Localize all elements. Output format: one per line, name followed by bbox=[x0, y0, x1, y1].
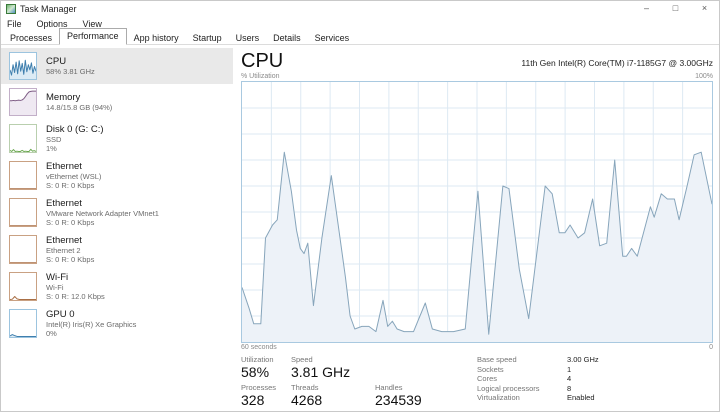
sidebar-item-sub: 0% bbox=[46, 329, 57, 338]
stat-label: Logical processors bbox=[477, 383, 540, 393]
stat-label: Base speed bbox=[477, 355, 517, 364]
handles-value: 234539 bbox=[375, 392, 422, 408]
threads-value: 4268 bbox=[291, 392, 323, 408]
titlebar: Task Manager – □ × bbox=[1, 1, 719, 17]
ethernet-sparkline bbox=[9, 235, 37, 264]
memory-sparkline bbox=[9, 88, 37, 116]
wifi-sparkline bbox=[9, 272, 37, 301]
sidebar-item-ethernet-vmware[interactable]: Ethernet VMware Network Adapter VMnet1 S… bbox=[1, 194, 233, 231]
x-axis-right-label: 0 bbox=[709, 344, 713, 351]
base-speed-value: 3.00 GHz bbox=[567, 355, 599, 364]
tab-startup[interactable]: Startup bbox=[192, 33, 222, 43]
stat-label: Virtualization bbox=[477, 393, 520, 402]
ethernet-sparkline bbox=[9, 198, 37, 227]
y-axis-label: % Utilization bbox=[241, 73, 280, 80]
tab-services[interactable]: Services bbox=[314, 33, 350, 43]
stat-label: Handles bbox=[375, 383, 403, 392]
sidebar-item-title: Disk 0 (G: C:) bbox=[46, 124, 104, 135]
cpu-stats-primary: Utilization Speed 58% 3.81 GHz Processes… bbox=[241, 355, 467, 411]
menu-options[interactable]: Options bbox=[36, 18, 68, 29]
sidebar-item-title: Ethernet bbox=[46, 235, 82, 246]
stat-label: Utilization bbox=[241, 355, 274, 364]
disk-sparkline bbox=[9, 124, 37, 153]
stat-label: Cores bbox=[477, 374, 498, 383]
tab-processes[interactable]: Processes bbox=[10, 33, 53, 43]
sockets-value: 1 bbox=[567, 364, 572, 374]
sidebar-item-sub: S: 0 R: 0 Kbps bbox=[46, 181, 95, 190]
sidebar-item-ethernet-2[interactable]: Ethernet Ethernet 2 S: 0 R: 0 Kbps bbox=[1, 231, 233, 268]
performance-content: CPU 58% 3.81 GHz Memory 14.8/15.8 GB (94… bbox=[1, 45, 719, 411]
window-title: Task Manager bbox=[20, 4, 77, 14]
sidebar-item-title: Ethernet bbox=[46, 198, 82, 209]
sidebar-item-sub: vEthernet (WSL) bbox=[46, 172, 102, 181]
chart-top-axis: % Utilization 100% bbox=[241, 73, 713, 80]
stat-label: Speed bbox=[291, 355, 313, 364]
sidebar-item-title: CPU bbox=[46, 56, 67, 67]
sidebar-item-sub: Wi-Fi bbox=[46, 283, 64, 292]
sidebar-item-sub: VMware Network Adapter VMnet1 bbox=[46, 209, 159, 218]
cores-value: 4 bbox=[567, 374, 572, 383]
cpu-utilization-chart bbox=[241, 81, 713, 343]
sidebar-item-cpu[interactable]: CPU 58% 3.81 GHz bbox=[1, 48, 233, 84]
minimize-button[interactable]: – bbox=[643, 3, 649, 13]
tab-performance[interactable]: Performance bbox=[59, 28, 127, 45]
sidebar-item-sub: 14.8/15.8 GB (94%) bbox=[46, 103, 113, 112]
tab-details[interactable]: Details bbox=[273, 33, 301, 43]
sidebar-item-ethernet-wsl[interactable]: Ethernet vEthernet (WSL) S: 0 R: 0 Kbps bbox=[1, 157, 233, 194]
close-button[interactable]: × bbox=[701, 3, 708, 13]
menu-bar: File Options View bbox=[1, 17, 719, 30]
speed-value: 3.81 GHz bbox=[291, 364, 351, 380]
utilization-value: 58% bbox=[241, 364, 270, 380]
sidebar-item-gpu0[interactable]: GPU 0 Intel(R) Iris(R) Xe Graphics 0% bbox=[1, 305, 233, 342]
stat-label: Threads bbox=[291, 383, 319, 392]
sidebar-item-sub: S: 0 R: 12.0 Kbps bbox=[46, 292, 105, 301]
processes-value: 328 bbox=[241, 392, 265, 408]
maximize-button[interactable]: □ bbox=[672, 3, 679, 13]
ethernet-sparkline bbox=[9, 161, 37, 190]
sidebar-item-title: GPU 0 bbox=[46, 309, 75, 320]
y-axis-max-label: 100% bbox=[695, 73, 713, 80]
menu-file[interactable]: File bbox=[7, 18, 22, 29]
sidebar-item-title: Memory bbox=[46, 92, 81, 103]
cpu-sparkline bbox=[9, 52, 37, 80]
sidebar-item-disk0[interactable]: Disk 0 (G: C:) SSD 1% bbox=[1, 120, 233, 157]
task-manager-icon bbox=[6, 4, 16, 14]
performance-sidebar: CPU 58% 3.81 GHz Memory 14.8/15.8 GB (94… bbox=[1, 48, 233, 411]
sidebar-item-sub: 58% 3.81 GHz bbox=[46, 67, 95, 76]
cpu-model-name: 11th Gen Intel(R) Core(TM) i7-1185G7 @ 3… bbox=[521, 58, 713, 68]
sidebar-item-sub: Ethernet 2 bbox=[46, 246, 81, 255]
sidebar-item-title: Ethernet bbox=[46, 161, 82, 172]
sidebar-item-sub: SSD bbox=[46, 135, 62, 144]
stat-label: Sockets bbox=[477, 364, 504, 374]
chart-bottom-axis: 60 seconds 0 bbox=[241, 344, 713, 351]
cpu-detail-panel: CPU 11th Gen Intel(R) Core(TM) i7-1185G7… bbox=[233, 48, 719, 411]
tab-bar: Processes Performance App history Startu… bbox=[1, 28, 719, 45]
cpu-stats: Utilization Speed 58% 3.81 GHz Processes… bbox=[241, 355, 713, 411]
cpu-header: CPU 11th Gen Intel(R) Core(TM) i7-1185G7… bbox=[241, 50, 713, 72]
logical-processors-value: 8 bbox=[567, 383, 572, 393]
page-title: CPU bbox=[241, 50, 284, 72]
window-controls: – □ × bbox=[632, 1, 719, 17]
gpu-sparkline bbox=[9, 309, 37, 338]
sidebar-item-sub: 1% bbox=[46, 144, 57, 153]
sidebar-item-sub: S: 0 R: 0 Kbps bbox=[46, 218, 95, 227]
cpu-stats-secondary: Base speed 3.00 GHz Sockets 1 Cores 4 Lo… bbox=[477, 355, 599, 411]
sidebar-item-memory[interactable]: Memory 14.8/15.8 GB (94%) bbox=[1, 84, 233, 120]
sidebar-item-sub: Intel(R) Iris(R) Xe Graphics bbox=[46, 320, 137, 329]
virtualization-value: Enabled bbox=[567, 393, 595, 402]
sidebar-item-sub: S: 0 R: 0 Kbps bbox=[46, 255, 95, 264]
tab-app-history[interactable]: App history bbox=[133, 33, 179, 43]
sidebar-item-title: Wi-Fi bbox=[46, 272, 69, 283]
x-axis-left-label: 60 seconds bbox=[241, 344, 277, 351]
stat-label: Processes bbox=[241, 383, 277, 392]
sidebar-item-wifi[interactable]: Wi-Fi Wi-Fi S: 0 R: 12.0 Kbps bbox=[1, 268, 233, 305]
tab-users[interactable]: Users bbox=[235, 33, 260, 43]
menu-view[interactable]: View bbox=[82, 18, 102, 29]
